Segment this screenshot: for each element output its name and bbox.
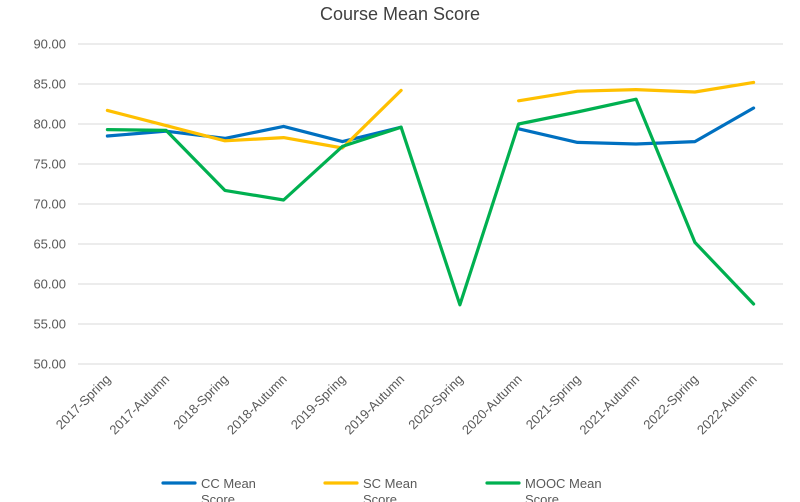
y-tick-label: 85.00: [33, 77, 66, 92]
y-tick-label: 75.00: [33, 157, 66, 172]
legend-label: Score: [201, 492, 235, 502]
series-line-1: [105, 80, 756, 150]
y-tick-label: 65.00: [33, 237, 66, 252]
x-tick-label: 2019-Autumn: [341, 372, 407, 438]
x-tick-label: 2017-Spring: [53, 372, 114, 433]
series-line-0: [105, 106, 756, 146]
y-tick-label: 55.00: [33, 317, 66, 332]
series-line-2: [105, 97, 756, 307]
x-tick-label: 2021-Spring: [523, 372, 584, 433]
y-tick-label: 50.00: [33, 357, 66, 372]
x-tick-label: 2017-Autumn: [106, 372, 172, 438]
y-tick-label: 70.00: [33, 197, 66, 212]
x-tick-label: 2018-Spring: [170, 372, 231, 433]
chart-title: Course Mean Score: [320, 4, 480, 24]
legend-label: SC Mean: [363, 476, 417, 491]
x-tick-label: 2021-Autumn: [576, 372, 642, 438]
x-tick-label: 2019-Spring: [288, 372, 349, 433]
legend-label: Score: [525, 492, 559, 502]
y-tick-label: 90.00: [33, 37, 66, 52]
x-tick-label: 2022-Spring: [640, 372, 701, 433]
legend-label: CC Mean: [201, 476, 256, 491]
x-tick-label: 2020-Spring: [405, 372, 466, 433]
x-tick-label: 2022-Autumn: [694, 372, 760, 438]
x-tick-label: 2018-Autumn: [224, 372, 290, 438]
y-tick-label: 60.00: [33, 277, 66, 292]
y-tick-label: 80.00: [33, 117, 66, 132]
legend-label: Score: [363, 492, 397, 502]
x-tick-label: 2020-Autumn: [459, 372, 525, 438]
legend-label: MOOC Mean: [525, 476, 602, 491]
